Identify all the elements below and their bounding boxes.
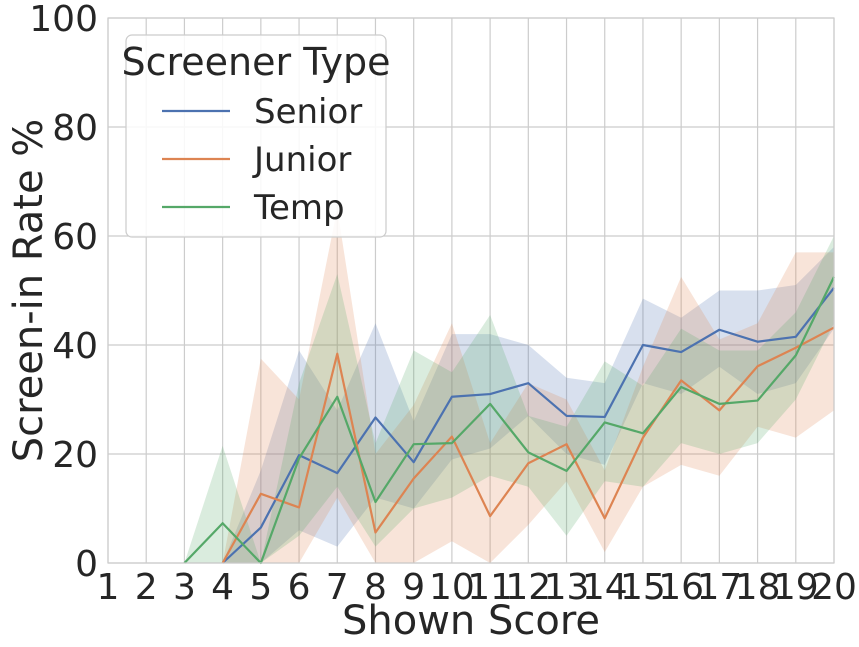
band-senior	[222, 246, 834, 563]
x-axis-title: Shown Score	[342, 598, 600, 644]
x-tick-label: 16	[658, 567, 704, 608]
series-line-senior	[221, 287, 835, 564]
x-tick-label: 5	[249, 567, 272, 608]
plot-frame	[107, 17, 835, 564]
x-tick-label: 18	[735, 567, 781, 608]
x-tick-label: 2	[135, 567, 158, 608]
x-tick-label: 3	[173, 567, 196, 608]
band-temp	[184, 236, 835, 563]
legend-label-junior: Junior	[252, 140, 351, 180]
x-tick-label: 10	[429, 567, 475, 608]
x-tick-label: 11	[467, 567, 513, 608]
x-tick-label: 1	[97, 567, 120, 608]
x-tick-label: 17	[696, 567, 742, 608]
legend-title: Screener Type	[121, 40, 390, 84]
x-tick-label: 6	[288, 567, 311, 608]
series-line-temp	[183, 276, 835, 565]
x-tick-label: 15	[620, 567, 666, 608]
x-tick-label: 19	[773, 567, 819, 608]
series-line-junior	[221, 326, 835, 564]
legend-box	[125, 34, 387, 238]
y-tick-label: 60	[52, 217, 98, 258]
legend-label-temp: Temp	[253, 188, 345, 228]
y-tick-label: 20	[52, 435, 98, 476]
legend: Screener Type Senior Junior Temp	[121, 34, 391, 238]
series-lines	[183, 276, 835, 565]
x-tick-label: 20	[811, 567, 857, 608]
x-tick-label: 13	[544, 567, 590, 608]
y-tick-label: 100	[29, 0, 98, 40]
y-axis-title: Screen-in Rate %	[6, 119, 52, 463]
band-junior	[222, 208, 834, 563]
x-tick-label: 12	[505, 567, 551, 608]
x-tick-label: 9	[402, 567, 425, 608]
legend-items: Senior Junior Temp	[162, 92, 362, 228]
x-tick-label: 8	[364, 567, 387, 608]
x-tick-label: 4	[211, 567, 234, 608]
confidence-bands	[184, 208, 835, 563]
y-tick-label: 80	[52, 108, 98, 149]
y-tick-labels: 0 20 40 60 80 100	[29, 0, 98, 585]
y-tick-label: 40	[52, 326, 98, 367]
x-tick-label: 7	[326, 567, 349, 608]
x-tick-label: 14	[582, 567, 628, 608]
legend-label-senior: Senior	[254, 92, 362, 132]
y-tick-label: 0	[75, 544, 98, 585]
